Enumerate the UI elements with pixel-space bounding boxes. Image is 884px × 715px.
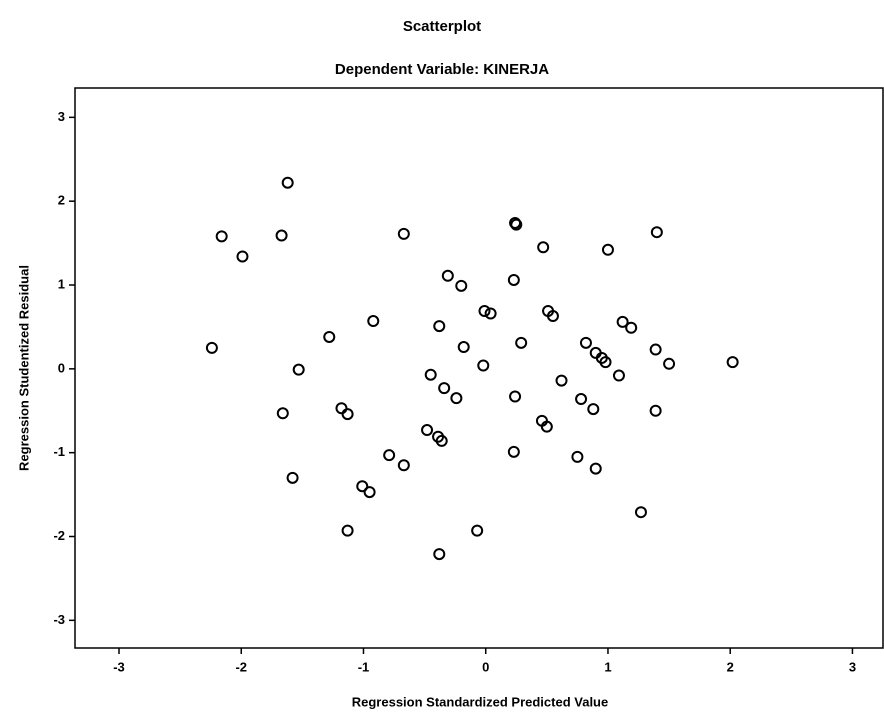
point (509, 447, 519, 457)
point (516, 338, 526, 348)
chart-subtitle: Dependent Variable: KINERJA (335, 61, 549, 78)
point (664, 359, 674, 369)
point (288, 473, 298, 483)
point (368, 316, 378, 326)
point (581, 338, 591, 348)
point (434, 321, 444, 331)
point (456, 281, 466, 291)
y-tick-label: 3 (58, 109, 65, 124)
x-tick-label: 3 (849, 659, 856, 674)
point (459, 342, 469, 352)
chart-title: Scatterplot (403, 18, 481, 35)
point (343, 526, 353, 536)
point (426, 370, 436, 380)
chart: Scatterplot Dependent Variable: KINERJA … (0, 0, 884, 715)
point (728, 357, 738, 367)
point (336, 403, 346, 413)
point (478, 360, 488, 370)
y-axis-label: Regression Studentized Residual (16, 265, 31, 471)
point (422, 425, 432, 435)
point (572, 452, 582, 462)
y-tick-label: 0 (58, 360, 65, 375)
point (588, 404, 598, 414)
point (443, 271, 453, 281)
point (283, 178, 293, 188)
point (651, 406, 661, 416)
y-tick-label: -2 (53, 528, 65, 543)
point (509, 275, 519, 285)
point (472, 526, 482, 536)
point (278, 408, 288, 418)
x-tick-label: 1 (604, 659, 611, 674)
point (439, 383, 449, 393)
point (557, 376, 567, 386)
point (486, 309, 496, 319)
point (343, 409, 353, 419)
x-tick-label: 0 (482, 659, 489, 674)
point (277, 231, 287, 241)
x-tick-label: 2 (727, 659, 734, 674)
point (207, 343, 217, 353)
y-tick-label: 1 (58, 276, 65, 291)
point (237, 252, 247, 262)
y-tick-label: -1 (53, 444, 65, 459)
point (480, 306, 490, 316)
x-tick-label: -3 (113, 659, 125, 674)
point (651, 345, 661, 355)
point (636, 507, 646, 517)
point (603, 245, 613, 255)
x-tick-label: -2 (235, 659, 247, 674)
point (591, 464, 601, 474)
point (614, 371, 624, 381)
x-tick-label: -1 (358, 659, 370, 674)
point (399, 460, 409, 470)
point (294, 365, 304, 375)
x-axis-label: Regression Standardized Predicted Value (352, 694, 608, 709)
point (324, 332, 334, 342)
point (217, 231, 227, 241)
point (538, 242, 548, 252)
point (434, 549, 444, 559)
point (384, 450, 394, 460)
point (576, 394, 586, 404)
point (365, 487, 375, 497)
point (451, 393, 461, 403)
point (399, 229, 409, 239)
y-tick-label: 2 (58, 193, 65, 208)
point (626, 323, 636, 333)
y-tick-label: -3 (53, 612, 65, 627)
point (652, 227, 662, 237)
point (510, 392, 520, 402)
